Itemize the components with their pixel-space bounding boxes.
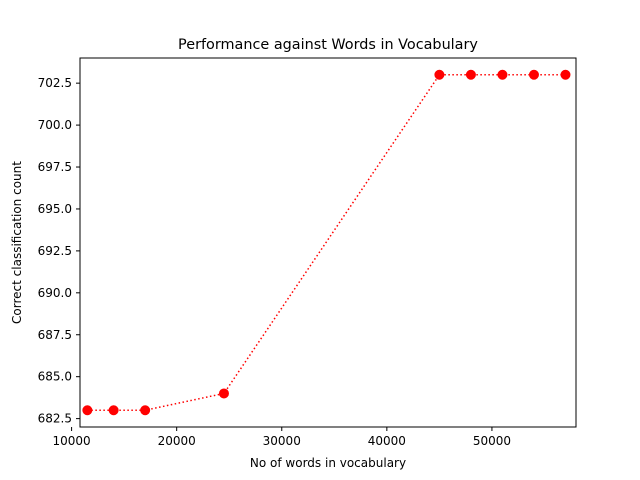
data-point bbox=[465, 69, 476, 80]
y-tick-label: 702.5 bbox=[38, 76, 72, 90]
y-tick-label: 687.5 bbox=[38, 328, 72, 342]
data-point bbox=[528, 69, 539, 80]
data-point bbox=[108, 405, 119, 416]
series-layer bbox=[82, 69, 571, 416]
data-point bbox=[434, 69, 445, 80]
y-tick-label: 682.5 bbox=[38, 412, 72, 426]
x-tick-label: 10000 bbox=[52, 434, 90, 448]
x-tick-label: 30000 bbox=[263, 434, 301, 448]
x-axis: 10000 20000 30000 40000 50000 bbox=[52, 427, 511, 448]
x-tick-label: 50000 bbox=[473, 434, 511, 448]
y-tick-label: 695.0 bbox=[38, 202, 72, 216]
plot-area bbox=[80, 58, 576, 427]
y-tick-label: 690.0 bbox=[38, 286, 72, 300]
y-tick-label: 685.0 bbox=[38, 370, 72, 384]
data-point bbox=[82, 405, 93, 416]
data-point bbox=[140, 405, 151, 416]
y-tick-label: 692.5 bbox=[38, 244, 72, 258]
x-axis-title: No of words in vocabulary bbox=[250, 456, 406, 470]
x-tick-label: 20000 bbox=[158, 434, 196, 448]
chart-title: Performance against Words in Vocabulary bbox=[178, 37, 478, 53]
data-point bbox=[497, 69, 508, 80]
y-axis-title: Correct classification count bbox=[10, 161, 24, 324]
series-line bbox=[87, 74, 566, 411]
y-tick-label: 697.5 bbox=[38, 160, 72, 174]
x-tick-label: 40000 bbox=[368, 434, 406, 448]
y-axis: 682.5 685.0 687.5 690.0 692.5 695.0 697.5 700.0… bbox=[38, 76, 80, 426]
data-point bbox=[218, 388, 229, 399]
y-tick-label: 700.0 bbox=[38, 118, 72, 132]
data-point bbox=[560, 69, 571, 80]
plot-frame bbox=[79, 57, 577, 428]
